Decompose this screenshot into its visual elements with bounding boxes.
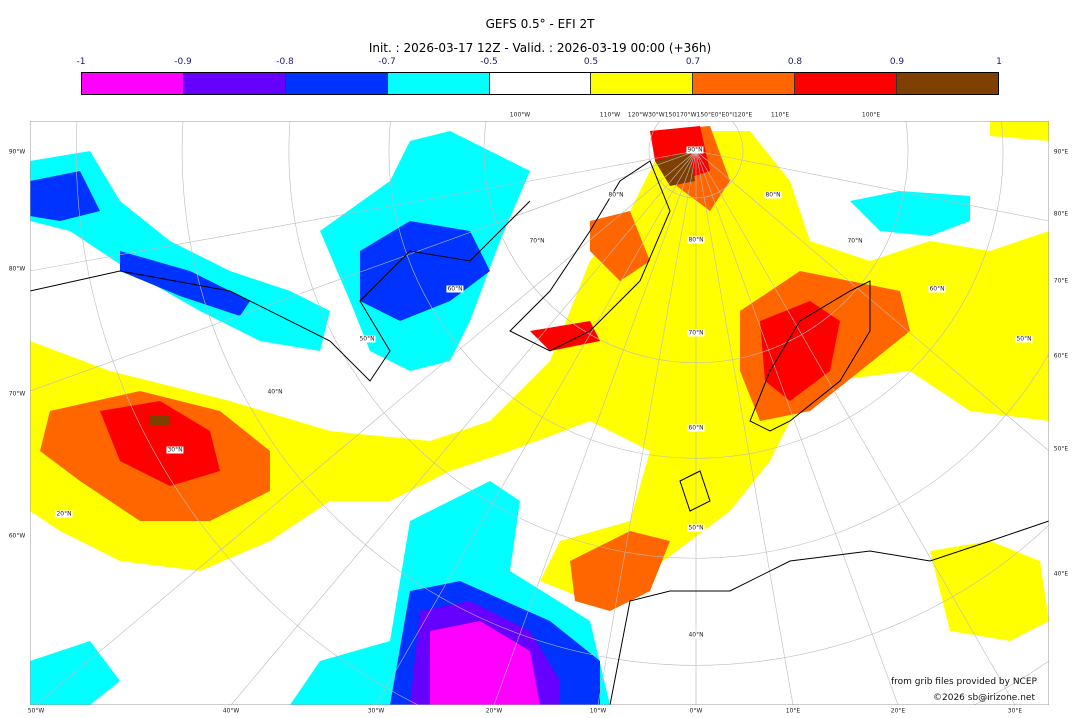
latitude-label: 50°N: [687, 524, 705, 532]
axis-label-bottom: 0°W: [689, 707, 703, 715]
axis-label-left: 60°W: [8, 532, 26, 540]
axis-label-top: 100°E: [861, 111, 881, 119]
colorbar-tick: 0.7: [685, 57, 701, 67]
efi-area-red: [530, 321, 600, 351]
axis-label-bottom: 10°W: [589, 707, 607, 715]
latitude-label: 20°N: [55, 510, 73, 518]
axis-label-right: 40°E: [1053, 570, 1069, 578]
colorbar: [81, 72, 999, 95]
axis-label-right: 70°E: [1053, 277, 1069, 285]
map-title: GEFS 0.5° - EFI 2T: [485, 17, 595, 31]
latitude-label: 50°N: [1015, 335, 1033, 343]
data-source-credit: from grib files provided by NCEP: [891, 677, 1037, 687]
axis-label-bottom: 50°W: [27, 707, 45, 715]
map: [30, 121, 1049, 705]
colorbar-tick: -0.5: [480, 57, 498, 67]
colorbar-tick: 0.9: [889, 57, 905, 67]
axis-label-top: 110°E: [770, 111, 790, 119]
latitude-label: 60°N: [687, 424, 705, 432]
efi-area-blue: [360, 221, 490, 321]
colorbar-segment: [795, 73, 898, 94]
axis-label-top: 110°W: [599, 111, 621, 119]
colorbar-segment: [897, 73, 999, 94]
copyright: ©2026 sb@irizone.net: [933, 693, 1035, 703]
colorbar-tick: 1: [996, 57, 1002, 67]
latitude-label: 90°N: [686, 146, 704, 154]
efi-area-yellow: [930, 541, 1049, 641]
efi-area-red: [100, 401, 220, 486]
axis-label-bottom: 30°E: [1007, 707, 1023, 715]
efi-area-orange: [590, 211, 650, 281]
colorbar-segment: [183, 73, 286, 94]
efi-area-cyan: [30, 641, 120, 705]
colorbar-tick: 0.8: [787, 57, 803, 67]
efi-area-red: [760, 301, 840, 401]
latitude-label: 50°N: [358, 335, 376, 343]
axis-label-left: 90°W: [8, 148, 26, 156]
colorbar-segment: [693, 73, 796, 94]
efi-area-cyan: [850, 191, 970, 236]
axis-label-bottom: 10°E: [785, 707, 801, 715]
latitude-label: 60°N: [446, 285, 464, 293]
latitude-label: 40°N: [266, 388, 284, 396]
axis-label-bottom: 20°E: [890, 707, 906, 715]
efi-area-magenta: [430, 621, 540, 705]
colorbar-segment: [591, 73, 694, 94]
colorbar-tick: -0.7: [378, 57, 396, 67]
axis-label-right: 80°E: [1053, 210, 1069, 218]
axis-label-top: 100°W: [509, 111, 531, 119]
efi-area-blue: [30, 171, 100, 221]
efi-area-cyan: [30, 151, 330, 351]
colorbar-tick: -1: [76, 57, 86, 67]
latitude-label: 80°N: [607, 191, 625, 199]
latitude-label: 70°N: [528, 237, 546, 245]
axis-label-right: 90°E: [1053, 148, 1069, 156]
latitude-label: 80°N: [687, 236, 705, 244]
latitude-label: 40°N: [687, 631, 705, 639]
graticule: [30, 121, 1049, 705]
axis-label-left: 80°W: [8, 265, 26, 273]
colorbar-tick: -0.8: [276, 57, 294, 67]
axis-label-left: 70°W: [8, 390, 26, 398]
efi-area-yellow: [30, 131, 1049, 601]
efi-field: [30, 121, 1049, 705]
axis-label-top: 120°W30°W150170°W150°E0°E0°I120°E: [627, 111, 753, 119]
latitude-label: 80°N: [764, 191, 782, 199]
colorbar-tick: 0.5: [583, 57, 599, 67]
colorbar-segment: [489, 73, 592, 94]
colorbar-segment: [82, 73, 184, 94]
efi-area-orange: [570, 531, 670, 611]
map-subtitle: Init. : 2026-03-17 12Z - Valid. : 2026-0…: [368, 41, 712, 55]
efi-area-yellow: [990, 121, 1049, 141]
latitude-label: 70°N: [687, 329, 705, 337]
colorbar-tick: -0.9: [174, 57, 192, 67]
latitude-label: 30°N: [166, 446, 184, 454]
coastlines: [30, 160, 1049, 705]
axis-label-right: 60°E: [1053, 352, 1069, 360]
efi-area-brown: [150, 416, 170, 426]
axis-label-bottom: 20°W: [485, 707, 503, 715]
efi-area-blue: [120, 251, 250, 316]
colorbar-segment: [285, 73, 388, 94]
axis-label-bottom: 30°W: [367, 707, 385, 715]
latitude-label: 70°N: [846, 237, 864, 245]
latitude-label: 60°N: [928, 285, 946, 293]
axis-label-right: 50°E: [1053, 445, 1069, 453]
axis-label-bottom: 40°W: [222, 707, 240, 715]
colorbar-segment: [387, 73, 490, 94]
